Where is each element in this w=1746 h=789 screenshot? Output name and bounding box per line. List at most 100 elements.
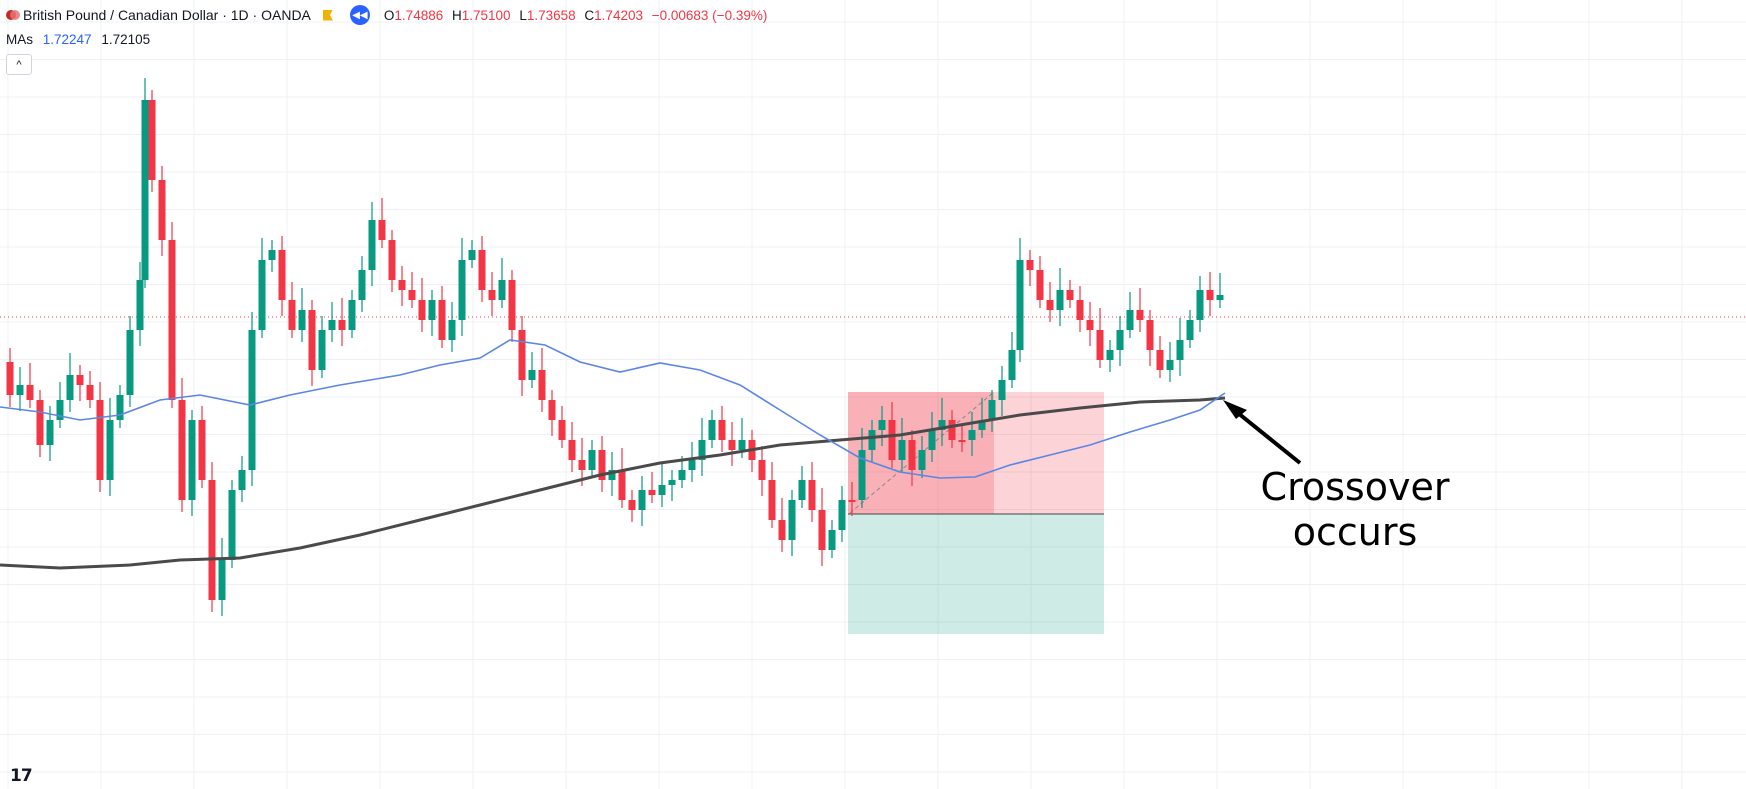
candle-body bbox=[628, 500, 636, 510]
candle-body bbox=[498, 280, 506, 300]
candle-body bbox=[1086, 320, 1094, 330]
candle-body bbox=[268, 250, 276, 260]
candle-body bbox=[738, 440, 746, 450]
candle-body bbox=[1216, 295, 1224, 300]
candle-body bbox=[388, 240, 396, 280]
candle-body bbox=[318, 330, 326, 370]
candle-body bbox=[548, 400, 556, 420]
candle-body bbox=[448, 320, 456, 340]
annotation-line-2: occurs bbox=[1292, 510, 1418, 554]
candle-body bbox=[888, 420, 896, 460]
candle-body bbox=[468, 250, 476, 260]
candle-body bbox=[66, 375, 74, 400]
tradingview-logo[interactable]: 17 bbox=[10, 766, 33, 786]
candle-body bbox=[958, 440, 966, 442]
candle-body bbox=[168, 240, 176, 400]
candle-body bbox=[568, 440, 576, 460]
annotation-arrow bbox=[1223, 400, 1302, 465]
candle-body bbox=[588, 450, 596, 470]
candle-body bbox=[208, 480, 216, 600]
candle-body bbox=[578, 460, 586, 470]
candle-body bbox=[26, 385, 34, 400]
candle-body bbox=[848, 500, 856, 502]
candle-body bbox=[478, 250, 486, 290]
moving-average-slow bbox=[0, 396, 1226, 570]
candle-body bbox=[828, 530, 836, 550]
candle-body bbox=[56, 400, 64, 420]
candle-body bbox=[328, 320, 336, 330]
candle-body bbox=[218, 560, 226, 600]
candle-body bbox=[1026, 260, 1034, 270]
candle-body bbox=[668, 480, 676, 485]
candle-body bbox=[918, 450, 926, 470]
rewind-icon[interactable]: ◀◀ bbox=[349, 5, 370, 25]
ma-slow-value: 1.72105 bbox=[101, 32, 151, 47]
candle-body bbox=[798, 480, 806, 500]
candle-body bbox=[658, 485, 666, 495]
candle-body bbox=[16, 385, 24, 395]
candle-body bbox=[598, 450, 606, 480]
flag-icon[interactable] bbox=[322, 9, 333, 21]
candle-body bbox=[1106, 350, 1114, 360]
candle-body bbox=[298, 310, 306, 330]
candle-body bbox=[96, 400, 104, 480]
candle-body bbox=[1046, 300, 1054, 310]
candle-body bbox=[558, 420, 566, 440]
ma-fast-value: 1.72247 bbox=[42, 32, 92, 47]
candle-body bbox=[188, 420, 196, 500]
candle-body bbox=[106, 420, 114, 480]
ohlc-values: O1.74886 H1.75100 L1.73658 C1.74203 −0.0… bbox=[384, 8, 772, 23]
symbol-title[interactable]: British Pound / Canadian Dollar · 1D · O… bbox=[23, 7, 311, 23]
collapse-legend-button[interactable]: ^ bbox=[6, 54, 32, 75]
candle-body bbox=[608, 470, 616, 480]
candle-body bbox=[1008, 350, 1016, 380]
candle-body bbox=[978, 420, 986, 430]
ohlc-change: −0.00683 (−0.39%) bbox=[651, 7, 768, 23]
candle-body bbox=[758, 460, 766, 480]
candle-body bbox=[136, 280, 144, 330]
candle-body bbox=[348, 300, 356, 330]
candle-body bbox=[508, 280, 516, 330]
candle-body bbox=[1036, 270, 1044, 300]
ohlc-open: O1.74886 bbox=[383, 7, 444, 23]
candle-body bbox=[408, 290, 416, 300]
candle-body bbox=[86, 385, 94, 400]
crossover-annotation: Crossover occurs bbox=[1150, 465, 1560, 555]
candlestick-series bbox=[6, 78, 1224, 616]
ma-legend[interactable]: MAs 1.72247 1.72105 bbox=[6, 32, 150, 47]
candle-body bbox=[768, 480, 776, 520]
candle-body bbox=[808, 480, 816, 510]
reward-zone[interactable] bbox=[848, 514, 1104, 634]
candle-body bbox=[968, 430, 976, 440]
candle-body bbox=[338, 320, 346, 330]
candle-body bbox=[818, 510, 826, 550]
candle-body bbox=[718, 420, 726, 440]
candle-body bbox=[1126, 310, 1134, 330]
candle-body bbox=[141, 100, 149, 280]
candle-body bbox=[858, 450, 866, 500]
candle-body bbox=[198, 420, 206, 480]
candle-body bbox=[158, 180, 166, 240]
candle-body bbox=[438, 300, 446, 340]
candle-body bbox=[36, 400, 44, 445]
candle-body bbox=[148, 100, 156, 180]
candle-body bbox=[688, 460, 696, 470]
candle-body bbox=[778, 520, 786, 540]
candle-body bbox=[698, 440, 706, 460]
candle-body bbox=[908, 440, 916, 470]
ohlc-low: L1.73658 bbox=[519, 7, 576, 23]
candle-body bbox=[458, 260, 466, 320]
candle-body bbox=[1116, 330, 1124, 350]
candle-body bbox=[928, 430, 936, 450]
candle-body bbox=[998, 380, 1006, 400]
candle-body bbox=[308, 310, 316, 370]
candle-body bbox=[638, 490, 646, 510]
candle-body bbox=[1056, 290, 1064, 310]
candle-body bbox=[428, 300, 436, 320]
annotation-line-1: Crossover bbox=[1260, 465, 1450, 509]
candle-body bbox=[898, 440, 906, 460]
symbol-legend: British Pound / Canadian Dollar · 1D · O… bbox=[0, 0, 772, 30]
candle-body bbox=[1206, 290, 1214, 300]
